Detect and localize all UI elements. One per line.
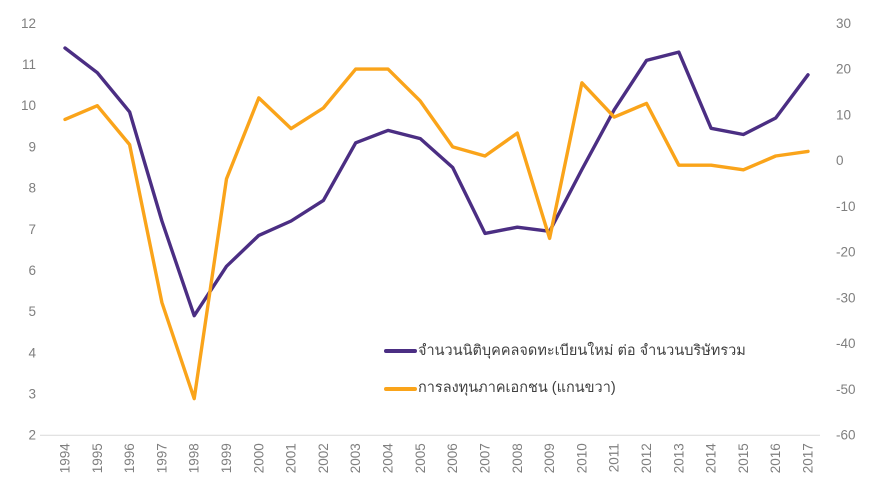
x-axis-tick-label: 2003 [348, 443, 363, 473]
left-axis-tick-label: 7 [28, 222, 36, 237]
right-axis-tick-label: 0 [836, 153, 844, 168]
right-axis-tick-label: -20 [836, 245, 856, 260]
x-axis-tick-label: 2006 [445, 443, 460, 473]
left-axis-tick-label: 12 [21, 16, 36, 31]
legend-item-private-investment: การลงทุนภาคเอกชน (แกนขวา) [384, 377, 746, 399]
x-axis-tick-label: 2009 [542, 443, 557, 473]
legend-label-private-investment: การลงทุนภาคเอกชน (แกนขวา) [418, 380, 616, 397]
x-axis-tick-label: 1994 [58, 443, 73, 474]
x-axis-tick-label: 2016 [768, 443, 783, 473]
x-axis-tick-label: 2002 [316, 443, 331, 473]
x-axis-labels: 1994 1995 1996 1997 1998 1999 2000 2001 2002 2003… [58, 443, 816, 474]
x-axis-tick-label: 1998 [187, 443, 202, 473]
x-axis-tick-label: 2012 [639, 443, 654, 473]
left-axis-tick-label: 10 [21, 98, 36, 113]
right-axis-tick-label: -50 [836, 382, 856, 397]
left-axis-tick-label: 9 [28, 139, 36, 154]
right-axis-tick-label: -30 [836, 290, 856, 305]
x-axis-tick-label: 2011 [607, 443, 622, 472]
x-axis-tick-label: 1999 [219, 443, 234, 473]
right-axis-tick-label: 20 [836, 62, 851, 77]
right-axis-tick-label: -60 [836, 428, 856, 443]
left-axis-labels: 12 11 10 9 8 7 6 5 4 3 2 [21, 16, 37, 443]
x-axis-tick-label: 1996 [122, 443, 137, 473]
left-axis-tick-label: 4 [28, 345, 36, 360]
x-axis-tick-label: 1995 [90, 443, 105, 473]
right-axis-tick-label: -40 [836, 336, 856, 351]
x-axis-tick-label: 2001 [284, 443, 299, 473]
left-axis-tick-label: 3 [28, 387, 36, 402]
x-axis-tick-label: 2013 [671, 443, 686, 473]
legend-swatch-new-registrations [384, 349, 417, 354]
x-axis-tick-label: 2010 [574, 443, 589, 473]
x-axis-tick-label: 1997 [154, 443, 169, 473]
x-axis-tick-label: 2014 [704, 443, 719, 474]
left-axis-tick-label: 2 [28, 428, 36, 443]
x-axis-tick-label: 2007 [477, 443, 492, 473]
x-axis-tick-label: 2004 [381, 443, 396, 474]
right-axis-tick-label: -10 [836, 199, 856, 214]
left-axis-tick-label: 11 [22, 57, 36, 72]
series-line-private-investment [63, 67, 810, 401]
left-axis-tick-label: 8 [28, 181, 36, 196]
legend-label-new-registrations: จำนวนนิติบุคคลจดทะเบียนใหม่ ต่อ จำนวนบริ… [418, 343, 746, 359]
x-axis-tick-label: 2000 [251, 443, 266, 473]
legend: จำนวนนิติบุคคลจดทะเบียนใหม่ ต่อ จำนวนบริ… [384, 340, 746, 400]
left-axis-tick-label: 6 [28, 263, 36, 278]
right-axis-tick-label: 30 [836, 16, 851, 31]
legend-item-new-registrations: จำนวนนิติบุคคลจดทะเบียนใหม่ ต่อ จำนวนบริ… [384, 340, 746, 362]
x-axis-tick-label: 2008 [510, 443, 525, 473]
left-axis-tick-label: 5 [28, 304, 36, 319]
x-axis-tick-label: 2015 [736, 443, 751, 473]
right-axis-tick-label: 10 [836, 107, 851, 122]
legend-swatch-private-investment [384, 386, 417, 391]
right-axis-labels: 30 20 10 0 -10 -20 -30 -40 -50 -60 [836, 16, 856, 443]
x-axis-tick-label: 2005 [413, 443, 428, 473]
series-line-new-registrations [63, 46, 810, 318]
x-axis-tick-label: 2017 [801, 443, 816, 473]
